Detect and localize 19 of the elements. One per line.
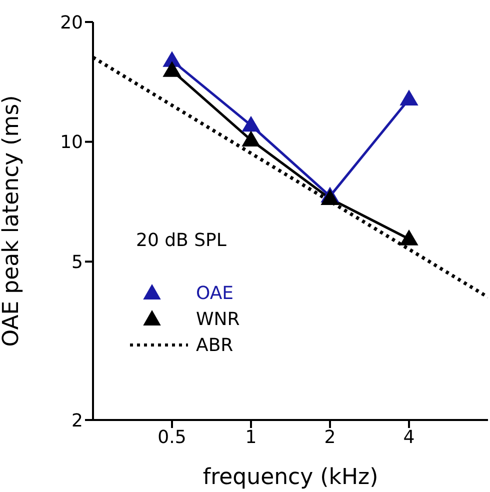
y-axis-title: OAE peak latency (ms) — [0, 95, 24, 347]
point — [400, 90, 418, 106]
y-tick-label: 20 — [60, 12, 83, 34]
point — [400, 230, 418, 246]
y-tick-label: 10 — [60, 132, 83, 154]
point — [242, 116, 260, 132]
x-tick-label: 2 — [324, 426, 336, 448]
annotation: 20 dB SPL — [136, 230, 226, 251]
legend-label: OAE — [196, 282, 234, 304]
x-axis-title: frequency (kHz) — [202, 465, 378, 490]
x-tick-label: 1 — [245, 426, 257, 448]
point — [242, 131, 260, 146]
y-tick-label: 5 — [72, 252, 83, 274]
legend-label: WNR — [196, 308, 240, 330]
x-tick-label: 4 — [403, 426, 415, 448]
y-tick-label: 2 — [72, 410, 83, 432]
x-tick-label: 0.5 — [158, 426, 186, 448]
point — [163, 62, 181, 77]
legend-label: ABR — [196, 334, 234, 356]
